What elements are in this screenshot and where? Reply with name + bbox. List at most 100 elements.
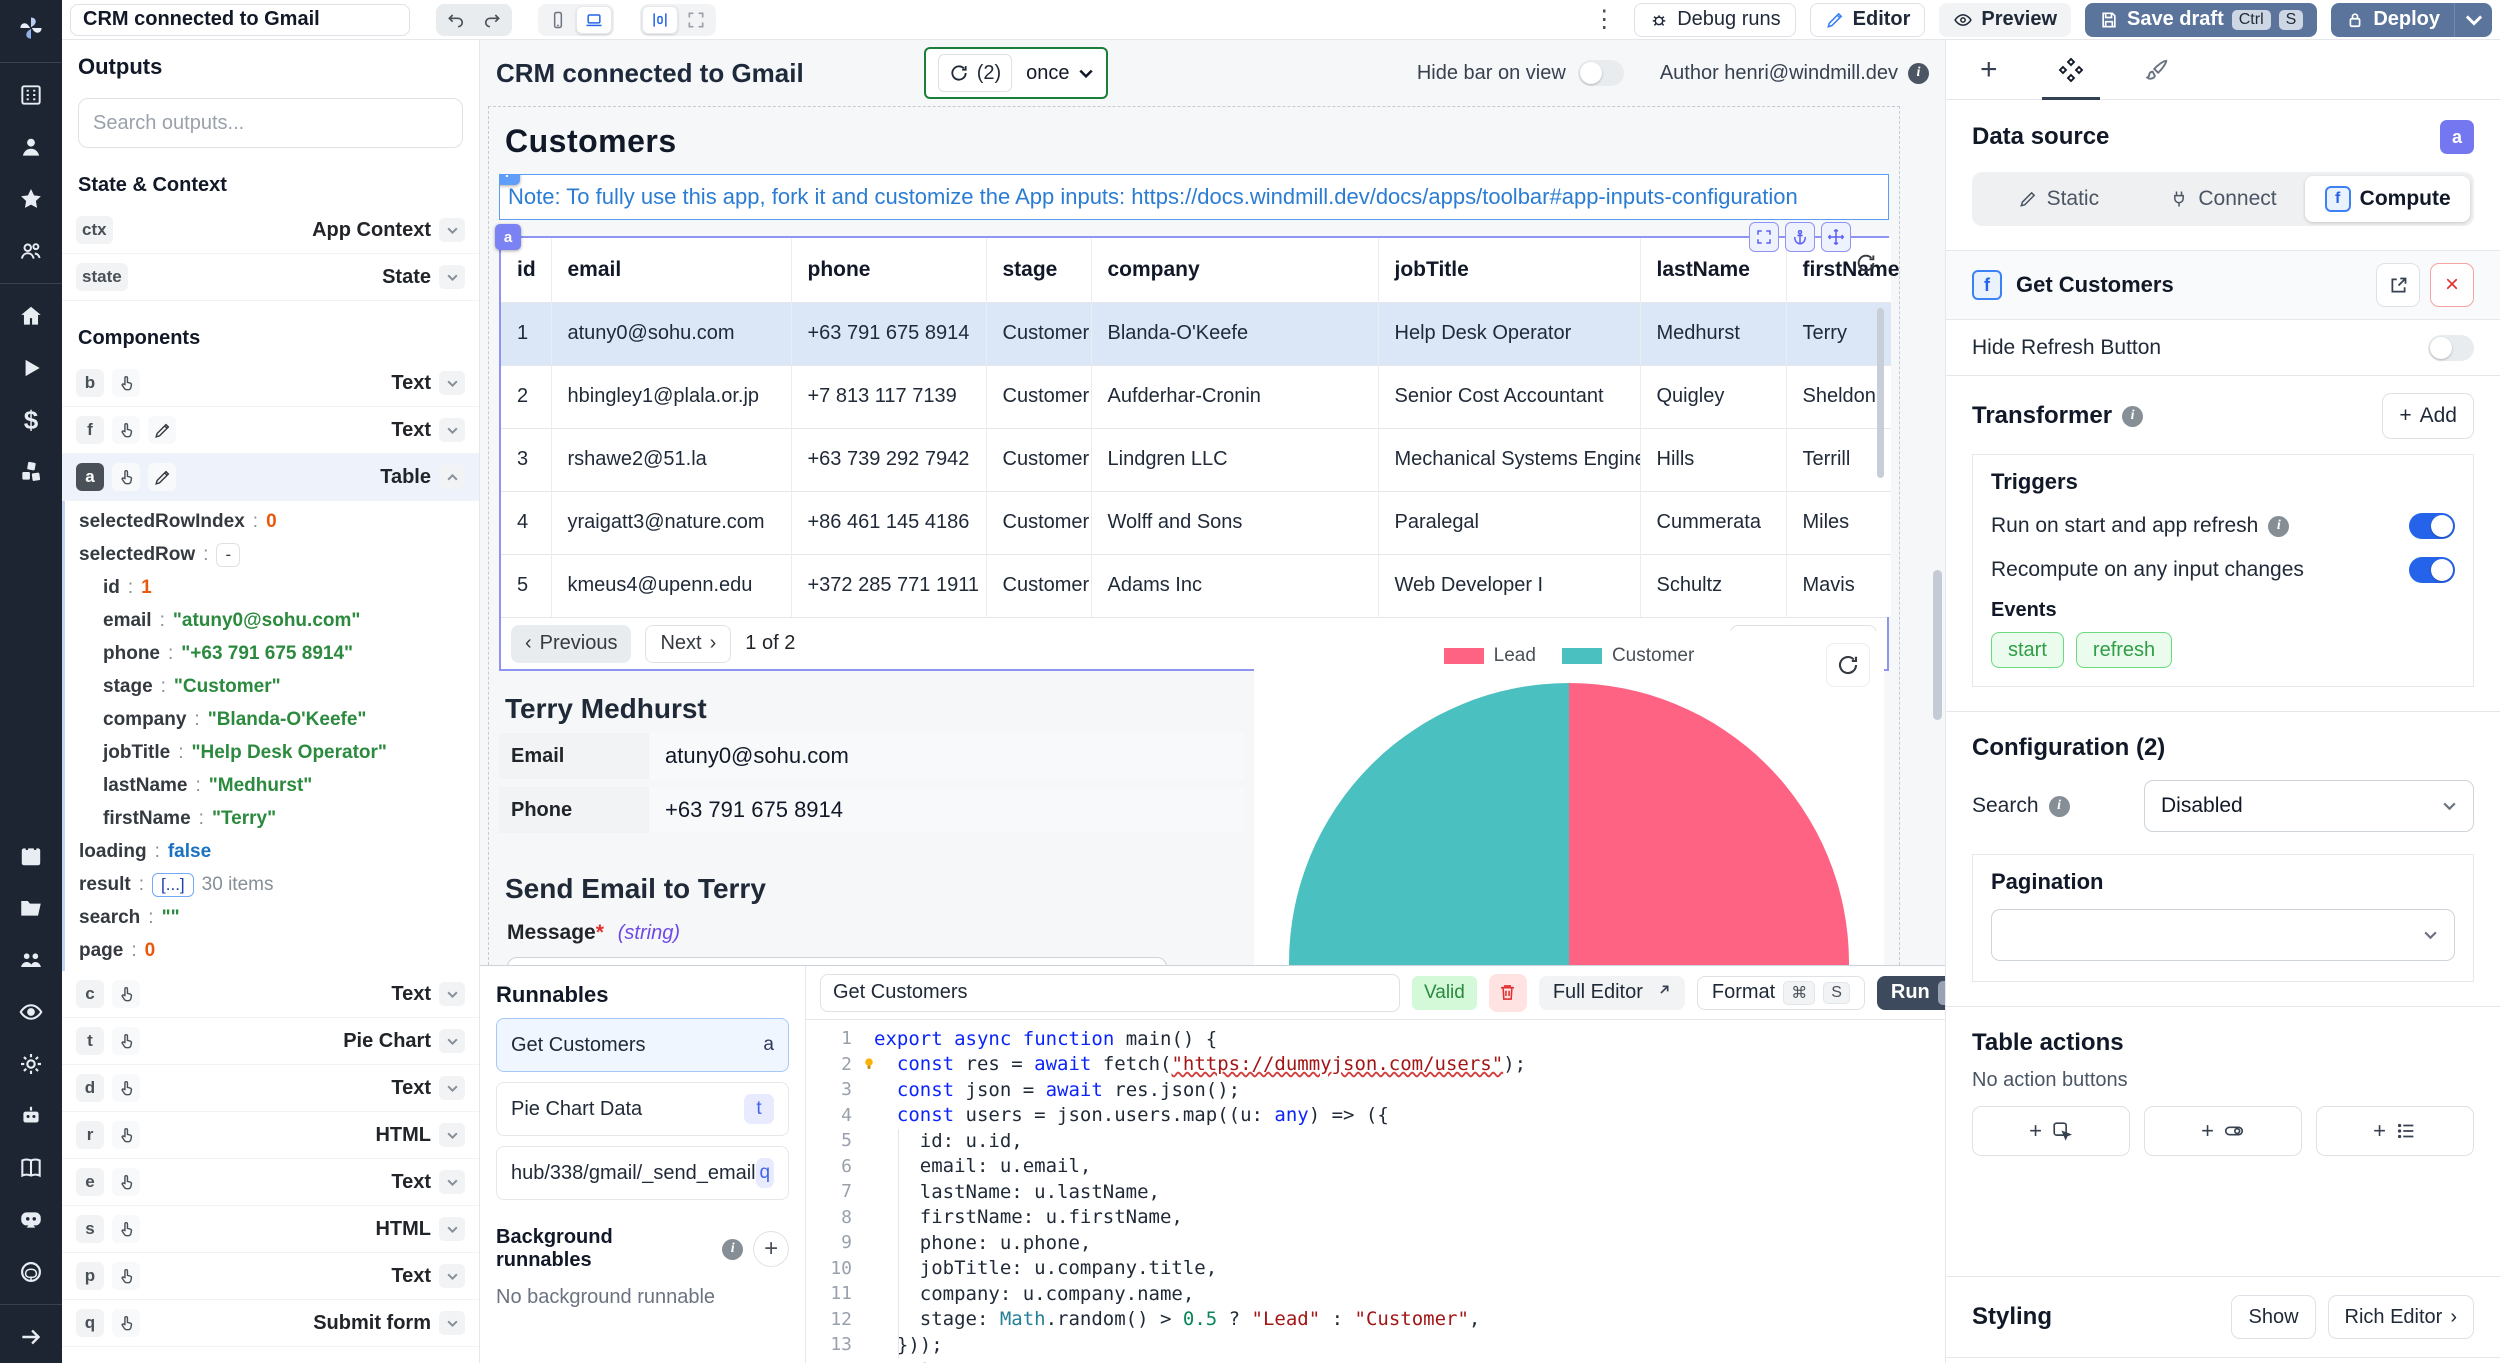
expand-chevron[interactable] [439,371,465,395]
search-setting-select[interactable]: Disabled [2144,780,2474,832]
info-icon[interactable]: i [722,1238,744,1260]
collapse-toggle[interactable]: - [216,542,241,567]
column-header[interactable]: jobTitle [1378,238,1641,302]
tab-styling[interactable] [2144,40,2170,99]
save-draft-button[interactable]: Save draft Ctrl S [2085,2,2318,37]
table-row[interactable]: 5 kmeus4@upenn.edu +372 285 771 1911 Custom… [501,553,1891,617]
code-line[interactable]: 12 stage: Math.random() > 0.5 ? "Lead" :… [806,1307,2035,1333]
component-row-c[interactable]: c Text [62,971,479,1018]
canvas-scrollbar[interactable] [1933,570,1942,720]
recompute-toggle[interactable] [2409,557,2455,583]
legend-item[interactable]: Lead [1443,645,1536,667]
component-row-a[interactable]: a Table [62,454,479,501]
tab-settings[interactable] [2041,40,2100,100]
expand-chevron[interactable] [439,1311,465,1335]
robot-icon[interactable] [0,1090,62,1142]
expand-chevron[interactable] [439,1217,465,1241]
info-icon[interactable]: i [2048,795,2070,817]
table-component[interactable]: a id email phone stage company jobTitle lastNa… [495,222,1899,671]
code-line[interactable]: 3 const json = await res.json(); [806,1077,2035,1103]
folder-icon[interactable] [0,882,62,934]
rich-editor-button[interactable]: Rich Editor › [2327,1295,2474,1339]
context-row-state[interactable]: state State [62,254,479,301]
expand-chevron[interactable] [439,218,465,242]
component-row-p[interactable]: p Text [62,1253,479,1300]
runnable-item[interactable]: Get Customers a [496,1018,789,1072]
add-button-action[interactable]: + [1972,1106,2130,1156]
column-header[interactable]: email [551,238,792,302]
full-editor-button[interactable]: Full Editor [1538,975,1685,1010]
runnable-name-input[interactable] [820,973,1400,1012]
output-row[interactable]: lastName: "Medhurst" [103,774,313,796]
remove-runnable-button[interactable]: × [2430,263,2474,307]
output-row[interactable]: selectedRow: - [65,538,479,571]
add-select-action[interactable]: + [2316,1106,2474,1156]
move-icon[interactable] [1821,222,1851,252]
note-component[interactable]: f Note: To fully use this app, fork it a… [499,174,1889,220]
info-icon[interactable]: i [1908,62,1929,84]
runnable-item[interactable]: hub/338/gmail/_send_email q [496,1146,789,1200]
output-row[interactable]: email: "atuny0@sohu.com" [103,609,361,631]
code-line[interactable]: 8 firstName: u.firstName, [806,1205,2035,1231]
table-row[interactable]: 4 yraigatt3@nature.com +86 461 145 4186 Cus… [501,490,1891,554]
info-icon[interactable]: i [2122,405,2144,427]
hide-bar-toggle[interactable] [1577,60,1624,86]
table-refresh-icon[interactable] [1855,252,1877,274]
add-toggle-action[interactable]: + [2144,1106,2302,1156]
expand-chevron[interactable] [439,418,465,442]
desktop-icon[interactable] [576,5,612,34]
code-line[interactable]: 14 return users; [806,1358,2035,1363]
arrow-right-icon[interactable] [0,1311,62,1363]
star-icon[interactable] [0,173,62,225]
component-badge-f[interactable]: f [500,175,520,185]
deploy-chevron-button[interactable] [2454,2,2492,37]
expand-chevron[interactable] [439,1170,465,1194]
context-row-ctx[interactable]: ctx App Context [62,207,479,254]
delete-runnable-button[interactable] [1488,973,1527,1012]
book-icon[interactable] [0,1142,62,1194]
code-line[interactable]: 6 email: u.email, [806,1154,2035,1180]
run-on-start-toggle[interactable] [2409,513,2455,539]
table-row[interactable]: 1 atuny0@sohu.com +63 791 675 8914 Customer… [501,301,1891,365]
output-row[interactable]: page:0 [79,939,156,961]
code-line[interactable]: 5 id: u.id, [806,1128,2035,1154]
format-button[interactable]: Format ⌘ S [1696,975,1865,1010]
user-icon[interactable] [0,121,62,173]
next-button[interactable]: Next › [645,624,732,663]
code-line[interactable]: 13 })); [806,1332,2035,1358]
column-header[interactable]: company [1091,238,1379,302]
show-styling-button[interactable]: Show [2231,1295,2316,1339]
app-title-input[interactable] [70,3,410,36]
component-row-d[interactable]: d Text [62,1065,479,1112]
component-row-t[interactable]: t Pie Chart [62,1018,479,1065]
eye-icon[interactable] [0,986,62,1038]
hide-refresh-toggle[interactable] [2428,334,2474,361]
code-line[interactable]: 2 const res = await fetch("https://dummy… [806,1052,2035,1078]
fullwidth-icon[interactable] [678,6,714,34]
undo-icon[interactable] [438,6,474,34]
user-group-icon[interactable] [0,225,62,277]
event-pill[interactable]: refresh [2075,632,2173,668]
expand-chevron[interactable] [439,1123,465,1147]
expand-result[interactable]: [...] [152,872,194,897]
component-row-r[interactable]: r HTML [62,1112,479,1159]
code-line[interactable]: 4 const users = json.users.map((u: any) … [806,1103,2035,1129]
info-icon[interactable]: i [2268,515,2290,537]
pie-chart-component[interactable]: Lead Customer [1254,631,1884,965]
code-line[interactable]: 11 company: u.company.name, [806,1281,2035,1307]
anchor-icon[interactable] [1785,222,1815,252]
expand-chevron[interactable] [439,1029,465,1053]
code-line[interactable]: 7 lastName: u.lastName, [806,1179,2035,1205]
code-line[interactable]: 10 jobTitle: u.company.title, [806,1256,2035,1282]
table-row[interactable]: 3 rshawe2@51.la +63 739 292 7942 Customer Li… [501,427,1891,491]
play-icon[interactable] [0,342,62,394]
home-icon[interactable] [0,290,62,342]
search-outputs-input[interactable] [78,98,463,148]
preview-button[interactable]: Preview [1939,2,2072,37]
expand-component-icon[interactable] [1749,222,1779,252]
component-row-f[interactable]: f Text [62,407,479,454]
runnable-item[interactable]: Pie Chart Data t [496,1082,789,1136]
deploy-button[interactable]: Deploy [2331,2,2454,37]
expand-chevron[interactable] [439,1076,465,1100]
expand-chevron[interactable] [439,265,465,289]
